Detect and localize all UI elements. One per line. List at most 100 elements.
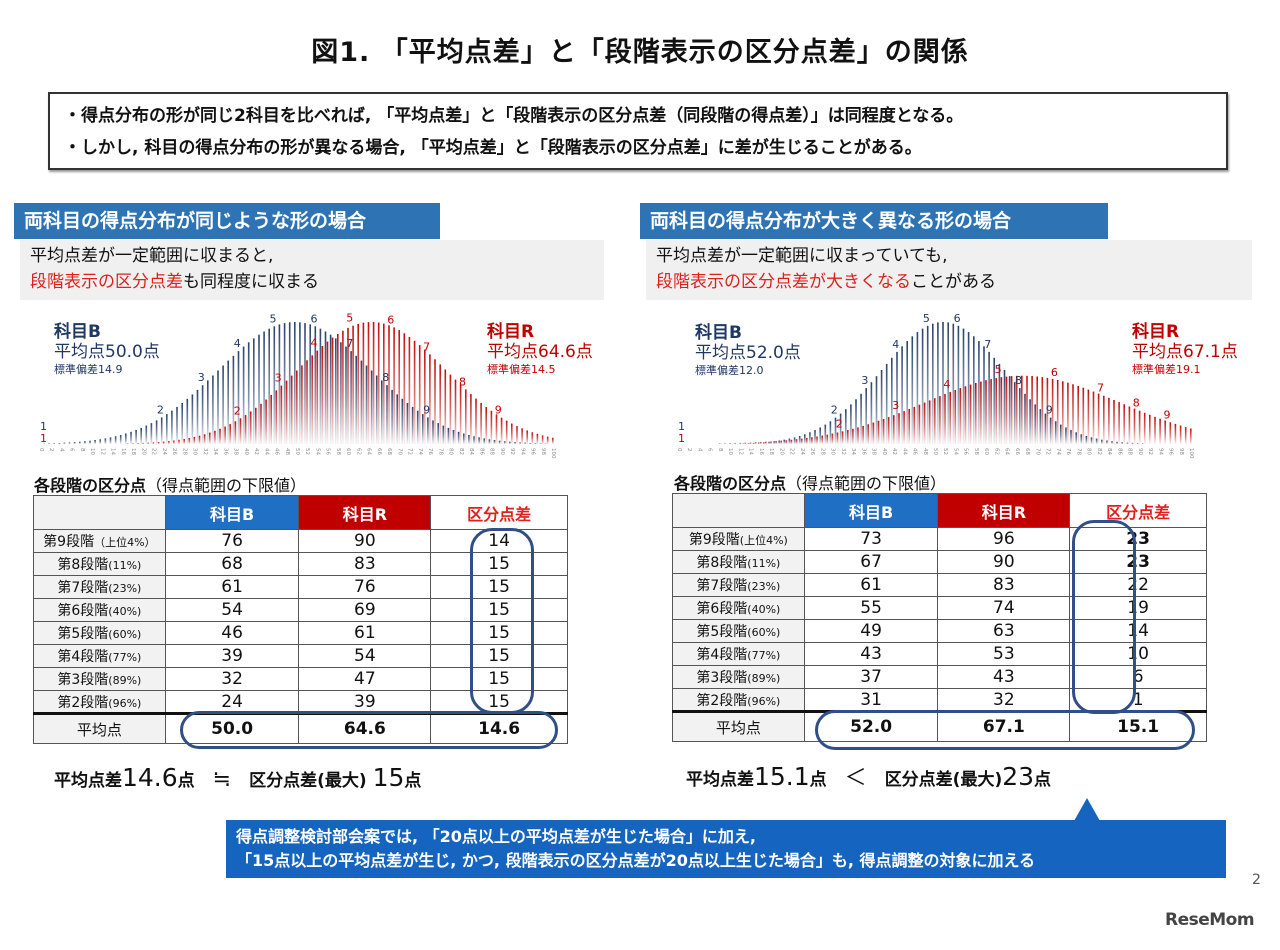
cutoff-diff: 14 <box>1069 619 1207 643</box>
right-note-rest: ことがある <box>911 272 996 292</box>
svg-text:2: 2 <box>831 404 838 417</box>
right-table-title: 各段階の区分点（得点範囲の下限値） <box>674 470 946 494</box>
svg-text:100: 100 <box>1188 448 1194 459</box>
callout-box: 得点調整検討部会案では, 「20点以上の平均点差が生じた場合」に加え, 「15点… <box>226 820 1226 878</box>
left-panel-heading: 両科目の得点分布が同じような形の場合 <box>14 203 440 239</box>
cutoff-b: 31 <box>803 688 939 712</box>
compare-pre: 平均点差 <box>686 770 754 790</box>
svg-text:46: 46 <box>912 448 918 455</box>
header-subject-b: 科目B <box>803 493 939 528</box>
left-panel-note: 平均点差が一定範囲に収まると, 段階表示の区分点差も同程度に収まる <box>20 240 604 300</box>
svg-text:9: 9 <box>423 403 430 416</box>
stage-percent: (23%) <box>108 582 142 595</box>
svg-text:18: 18 <box>130 448 136 455</box>
svg-text:58: 58 <box>335 448 341 455</box>
avg-r: 67.1 <box>937 710 1071 742</box>
svg-text:30: 30 <box>192 448 198 455</box>
svg-text:3: 3 <box>861 374 868 387</box>
stage-label: 第3段階(89%) <box>33 667 166 691</box>
header-blank <box>672 493 805 528</box>
svg-text:86: 86 <box>478 448 484 455</box>
svg-text:10: 10 <box>727 448 733 455</box>
svg-text:88: 88 <box>1127 448 1133 455</box>
stage-percent: (96%) <box>108 696 142 710</box>
table-row: 第8段階(11%) 68 83 15 <box>33 552 568 576</box>
svg-text:32: 32 <box>202 448 208 455</box>
svg-text:8: 8 <box>1133 397 1140 410</box>
legend-b-sd: 標準偏差14.9 <box>54 362 123 376</box>
cutoff-b: 46 <box>164 621 300 645</box>
svg-text:74: 74 <box>417 448 423 455</box>
svg-text:6: 6 <box>1051 366 1058 379</box>
stage-percent: (89%) <box>747 672 781 685</box>
right-note-line2: 段階表示の区分点差が大きくなることがある <box>656 269 1242 295</box>
svg-text:48: 48 <box>922 448 928 455</box>
svg-text:36: 36 <box>860 448 866 455</box>
left-note-line2: 段階表示の区分点差も同程度に収まる <box>30 269 594 295</box>
cutoff-r: 83 <box>298 552 432 576</box>
svg-text:68: 68 <box>386 448 392 455</box>
svg-text:10: 10 <box>89 448 95 455</box>
svg-text:3: 3 <box>198 371 205 384</box>
cutoff-b: 43 <box>803 642 939 666</box>
table-row: 第7段階(23%) 61 76 15 <box>33 575 568 599</box>
svg-text:70: 70 <box>396 448 402 455</box>
svg-text:62: 62 <box>993 448 999 455</box>
svg-text:28: 28 <box>181 448 187 455</box>
svg-text:8: 8 <box>717 448 723 452</box>
stage-label: 第7段階(23%) <box>33 575 166 599</box>
cutoff-diff: 19 <box>1069 596 1207 620</box>
stage-percent: (上位4%) <box>739 534 788 547</box>
svg-text:56: 56 <box>963 448 969 455</box>
svg-text:2: 2 <box>234 404 241 417</box>
stage-percent: (40%) <box>108 605 142 618</box>
avg-b: 50.0 <box>164 712 300 744</box>
right-note-line1: 平均点差が一定範囲に収まっていても, <box>656 246 948 266</box>
right-legend-b: 科目B 平均点52.0点 標準偏差12.0 <box>695 323 801 377</box>
stage-name: 第8段階 <box>696 555 748 571</box>
cutoff-r: 90 <box>937 550 1071 574</box>
legend-b-mean: 平均点52.0点 <box>695 343 801 364</box>
cutoff-b: 32 <box>164 667 300 691</box>
stage-label: 第8段階(11%) <box>672 550 805 574</box>
svg-text:4: 4 <box>943 378 950 391</box>
svg-text:2: 2 <box>157 403 164 416</box>
svg-text:5: 5 <box>346 312 353 325</box>
svg-text:8: 8 <box>459 375 466 388</box>
cutoff-r: 39 <box>298 690 432 714</box>
stage-name: 第9段階 <box>688 532 740 548</box>
svg-text:8: 8 <box>1015 374 1022 387</box>
legend-b-mean: 平均点50.0点 <box>54 342 160 363</box>
cutoff-b: 61 <box>803 573 939 597</box>
stage-name: 第4段階 <box>696 647 748 663</box>
svg-text:24: 24 <box>161 448 167 455</box>
svg-text:40: 40 <box>881 448 887 455</box>
cutoff-r: 63 <box>937 619 1071 643</box>
svg-text:20: 20 <box>140 448 146 455</box>
svg-text:6: 6 <box>707 448 713 452</box>
cutoff-r: 53 <box>937 642 1071 666</box>
avg-diff: 15.1 <box>1069 710 1207 742</box>
compare-unit: 点 <box>809 770 827 790</box>
stage-label: 第5段階(60%) <box>33 621 166 645</box>
table-header-row: 科目B 科目R 区分点差 <box>672 493 1207 528</box>
svg-text:100: 100 <box>550 448 556 459</box>
cutoff-b: 54 <box>164 598 300 622</box>
stage-name: 第3段階 <box>696 670 748 686</box>
compare-operator: ≒ <box>212 767 232 792</box>
stage-name: 第9段階 <box>43 534 95 550</box>
svg-text:24: 24 <box>799 448 805 455</box>
svg-text:4: 4 <box>892 338 899 351</box>
header-subject-r: 科目R <box>937 493 1071 528</box>
svg-text:64: 64 <box>366 448 372 455</box>
svg-text:94: 94 <box>1157 448 1163 455</box>
svg-text:4: 4 <box>234 337 241 350</box>
stage-percent: (77%) <box>747 649 781 662</box>
cutoff-r: 47 <box>298 667 432 691</box>
svg-text:6: 6 <box>954 312 961 325</box>
svg-text:78: 78 <box>437 448 443 455</box>
compare-operator: ＜ <box>844 766 867 791</box>
svg-text:5: 5 <box>923 312 930 325</box>
svg-text:1: 1 <box>40 432 47 445</box>
svg-text:9: 9 <box>495 404 502 417</box>
